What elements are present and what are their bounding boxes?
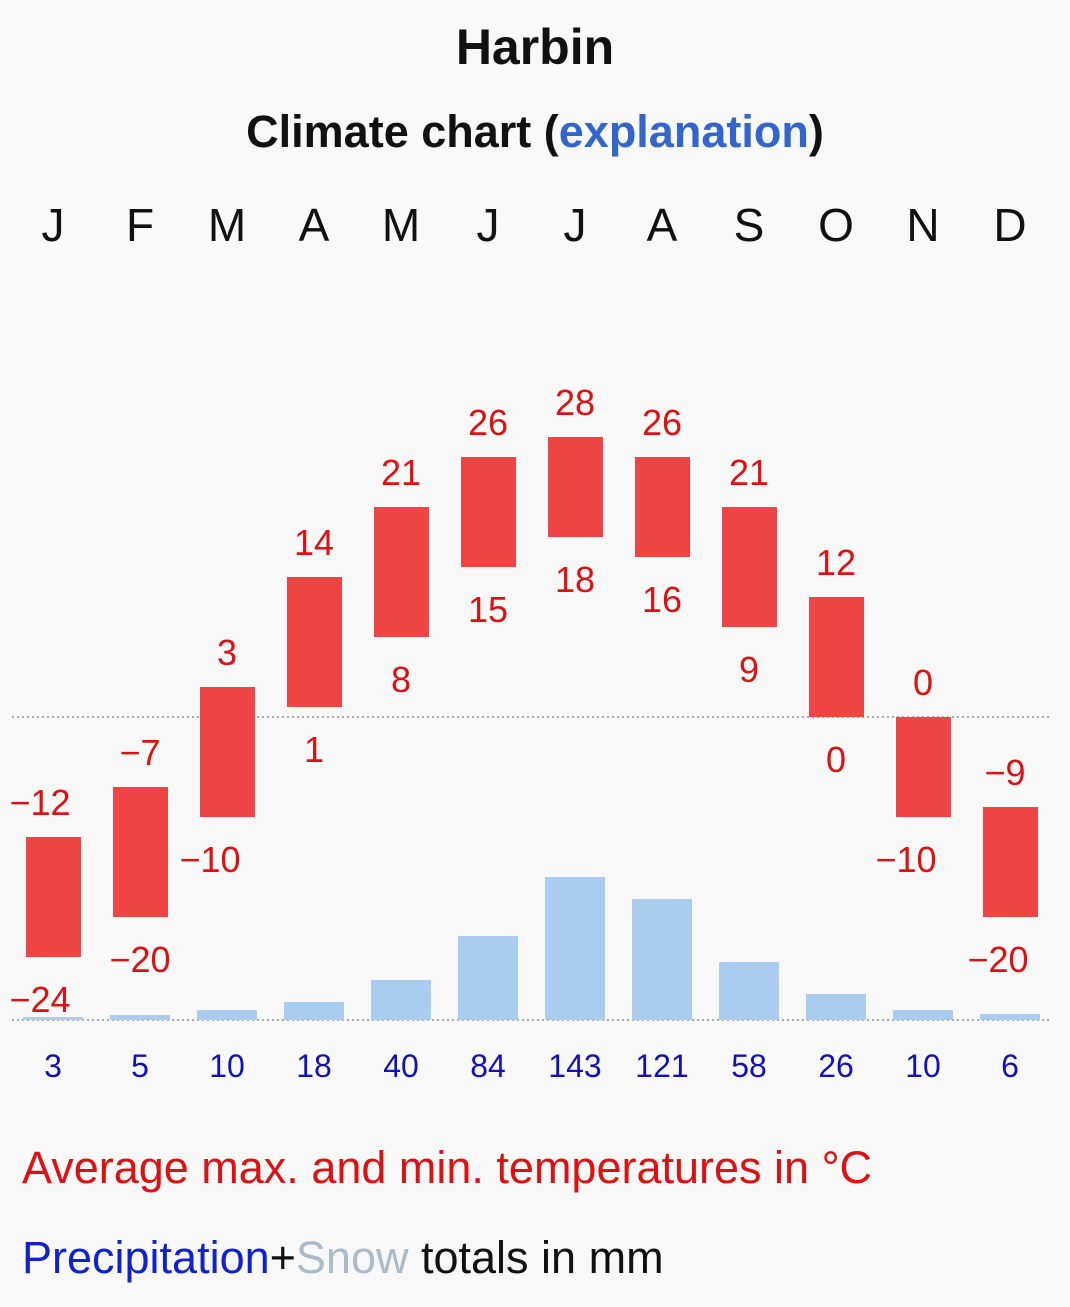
explanation-link[interactable]: explanation: [558, 106, 809, 157]
max-temp-label-nov: 0: [913, 662, 933, 703]
month-label-jul: J: [564, 199, 587, 251]
snow-legend-label: Snow: [295, 1232, 409, 1283]
max-temp-label-aug: 26: [642, 402, 682, 443]
min-temp-label-nov: −10: [875, 839, 936, 880]
min-temp-label-dec: −20: [967, 939, 1028, 980]
month-label-jun: J: [477, 199, 500, 251]
max-temp-label-feb: −7: [119, 732, 160, 773]
precipitation-legend-label: Precipitation: [22, 1232, 270, 1283]
month-label-dec: D: [993, 199, 1026, 251]
max-temp-label-apr: 14: [294, 522, 334, 563]
precip-label-apr: 18: [296, 1048, 332, 1084]
precip-label-mar: 10: [209, 1048, 245, 1084]
temp-bar-jan: [26, 837, 81, 957]
precip-label-aug: 121: [635, 1048, 688, 1084]
precip-bar-aug: [632, 899, 692, 1020]
precip-label-feb: 5: [131, 1048, 149, 1084]
legend-plus: +: [269, 1232, 296, 1283]
precip-label-nov: 10: [905, 1048, 941, 1084]
max-temp-label-dec: −9: [984, 752, 1025, 793]
subtitle-suffix: ): [808, 106, 824, 157]
subtitle-prefix: Climate chart (: [246, 106, 559, 157]
precip-bar-dec: [980, 1014, 1040, 1020]
min-temp-label-jul: 18: [555, 559, 595, 600]
temp-bar-oct: [809, 597, 864, 717]
month-label-oct: O: [818, 199, 854, 251]
month-label-jan: J: [42, 199, 65, 251]
min-temp-label-mar: −10: [179, 839, 240, 880]
temp-bar-feb: [113, 787, 168, 917]
precip-bar-jun: [458, 936, 518, 1020]
temp-bar-nov: [896, 717, 951, 817]
precip-label-oct: 26: [818, 1048, 854, 1084]
min-temp-label-aug: 16: [642, 579, 682, 620]
max-temp-label-jun: 26: [468, 402, 508, 443]
precip-bar-jul: [545, 877, 605, 1020]
month-label-aug: A: [647, 199, 678, 251]
climate-chart: J−12−243F−7−205M3−1010A14118M21840J26158…: [9, 199, 1050, 1084]
temp-bar-apr: [287, 577, 342, 707]
precip-label-dec: 6: [1001, 1048, 1019, 1084]
chart-subtitle: Climate chart (explanation): [0, 106, 1070, 158]
temp-bar-sep: [722, 507, 777, 627]
precip-bar-sep: [719, 962, 779, 1020]
legend-totals-text: totals in mm: [408, 1232, 664, 1283]
min-temp-label-jun: 15: [468, 589, 508, 630]
precip-label-may: 40: [383, 1048, 419, 1084]
temp-bar-mar: [200, 687, 255, 817]
max-temp-label-oct: 12: [816, 542, 856, 583]
precip-label-sep: 58: [731, 1048, 767, 1084]
precip-bar-oct: [806, 994, 866, 1020]
precip-bar-feb: [110, 1015, 170, 1020]
max-temp-label-sep: 21: [729, 452, 769, 493]
min-temp-label-may: 8: [391, 659, 411, 700]
max-temp-label-may: 21: [381, 452, 421, 493]
max-temp-label-jul: 28: [555, 382, 595, 423]
precip-bar-mar: [197, 1010, 257, 1020]
temperature-legend: Average max. and min. temperatures in °C: [22, 1142, 873, 1193]
temp-bar-jun: [461, 457, 516, 567]
min-temp-label-oct: 0: [826, 739, 846, 780]
precip-bar-nov: [893, 1010, 953, 1020]
precip-label-jan: 3: [44, 1048, 62, 1084]
precip-bar-may: [371, 980, 431, 1020]
min-temp-label-apr: 1: [304, 729, 324, 770]
min-temp-label-feb: −20: [109, 939, 170, 980]
max-temp-label-jan: −12: [9, 782, 70, 823]
min-temp-label-jan: −24: [9, 979, 70, 1020]
month-label-sep: S: [734, 199, 765, 251]
chart-title: Harbin: [455, 19, 615, 75]
month-label-apr: A: [299, 199, 330, 251]
precip-bar-apr: [284, 1002, 344, 1020]
temp-bar-aug: [635, 457, 690, 557]
precip-label-jul: 143: [548, 1048, 601, 1084]
temp-bar-jul: [548, 437, 603, 537]
max-temp-label-mar: 3: [217, 632, 237, 673]
precip-label-jun: 84: [470, 1048, 506, 1084]
temp-bar-dec: [983, 807, 1038, 917]
month-label-feb: F: [126, 199, 154, 251]
temp-bar-may: [374, 507, 429, 637]
month-label-may: M: [382, 199, 420, 251]
month-label-nov: N: [906, 199, 939, 251]
min-temp-label-sep: 9: [739, 649, 759, 690]
precip-bar-jan: [23, 1017, 83, 1020]
precipitation-legend: Precipitation+Snow totals in mm: [22, 1232, 664, 1284]
month-label-mar: M: [208, 199, 246, 251]
